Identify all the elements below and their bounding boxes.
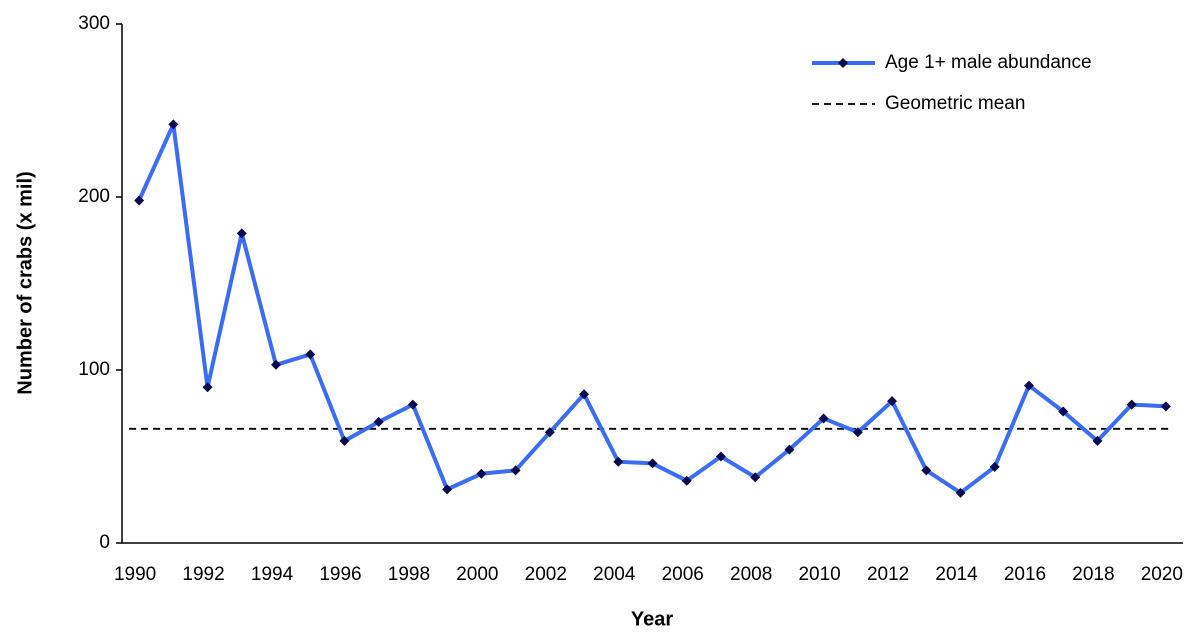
data-point — [339, 435, 350, 446]
x-tick-label: 1990 — [114, 564, 156, 585]
legend-label: Geometric mean — [885, 93, 1025, 114]
data-point — [989, 461, 1000, 472]
data-point — [1058, 406, 1069, 417]
data-point — [715, 451, 726, 462]
x-tick-label: 2004 — [593, 564, 636, 585]
x-tick-label: 2000 — [456, 564, 498, 585]
data-point — [579, 389, 590, 400]
data-point — [647, 458, 658, 469]
data-point — [750, 472, 761, 483]
data-point — [613, 456, 624, 467]
x-tick-label: 2006 — [662, 564, 704, 585]
x-tick-label: 1992 — [182, 564, 224, 585]
data-point — [168, 119, 179, 130]
y-axis-label: Number of crabs (x mil) — [14, 171, 36, 394]
data-point — [852, 427, 863, 438]
x-tick-label: 2018 — [1072, 564, 1114, 585]
x-axis-label: Year — [631, 608, 673, 630]
data-line — [137, 122, 1166, 495]
x-tick-label: 2014 — [935, 564, 978, 585]
data-point — [476, 468, 487, 479]
x-tick-label: 2016 — [1004, 564, 1046, 585]
y-tick-label: 100 — [78, 359, 110, 380]
legend-label: Age 1+ male abundance — [885, 52, 1092, 73]
y-tick-label: 300 — [78, 13, 110, 34]
data-point — [1160, 401, 1171, 412]
data-point — [1126, 399, 1137, 410]
y-tick-label: 0 — [99, 532, 110, 553]
data-point — [681, 475, 692, 486]
data-point — [784, 444, 795, 455]
data-point — [1092, 435, 1103, 446]
x-tick-label: 1996 — [319, 564, 361, 585]
data-point — [818, 413, 829, 424]
x-tick-label: 2012 — [867, 564, 909, 585]
data-point — [373, 416, 384, 427]
legend-marker — [838, 58, 848, 68]
data-point — [442, 484, 453, 495]
x-tick-label: 1998 — [388, 564, 430, 585]
data-point — [544, 427, 555, 438]
data-point — [407, 399, 418, 410]
data-point — [271, 359, 282, 370]
x-tick-label: 2008 — [730, 564, 772, 585]
data-point — [134, 195, 145, 206]
x-tick-label: 2020 — [1141, 564, 1183, 585]
x-tick-label: 1994 — [251, 564, 294, 585]
x-tick-label: 2010 — [798, 564, 840, 585]
data-point — [305, 349, 316, 360]
data-point — [510, 465, 521, 476]
data-point — [887, 396, 898, 407]
data-point — [202, 382, 213, 393]
x-tick-label: 2002 — [525, 564, 567, 585]
data-point — [921, 465, 932, 476]
data-point — [955, 487, 966, 498]
data-point — [1023, 380, 1034, 391]
data-point — [236, 228, 247, 239]
y-tick-label: 200 — [78, 186, 110, 207]
